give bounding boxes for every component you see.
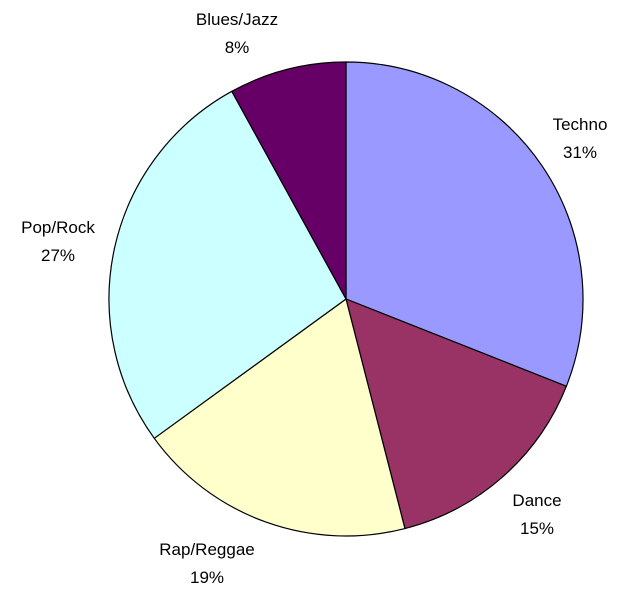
pie-slice-blues-jazz bbox=[231, 61, 347, 300]
pie-percent-rap-reggae: 19% bbox=[190, 568, 224, 587]
pie-labels: Techno 31% Dance 15% Rap/Reggae 19% Pop/Rock 27… bbox=[21, 10, 607, 587]
pie-slices bbox=[108, 61, 584, 537]
pie-label-pop-rock: Pop/Rock bbox=[21, 218, 95, 237]
pie-label-blues-jazz: Blues/Jazz bbox=[196, 10, 278, 29]
pie-slice-techno bbox=[345, 61, 584, 387]
pie-label-techno: Techno bbox=[553, 115, 608, 134]
pie-percent-blues-jazz: 8% bbox=[225, 38, 250, 57]
pie-slice-dance bbox=[345, 298, 567, 530]
pie-percent-pop-rock: 27% bbox=[41, 246, 75, 265]
pie-slice-pop-rock bbox=[108, 90, 347, 439]
pie-label-dance: Dance bbox=[512, 491, 561, 510]
pie-percent-dance: 15% bbox=[520, 519, 554, 538]
pie-slice-rap-reggae bbox=[153, 298, 406, 537]
pie-label-rap-reggae: Rap/Reggae bbox=[159, 540, 254, 559]
pie-percent-techno: 31% bbox=[563, 143, 597, 162]
